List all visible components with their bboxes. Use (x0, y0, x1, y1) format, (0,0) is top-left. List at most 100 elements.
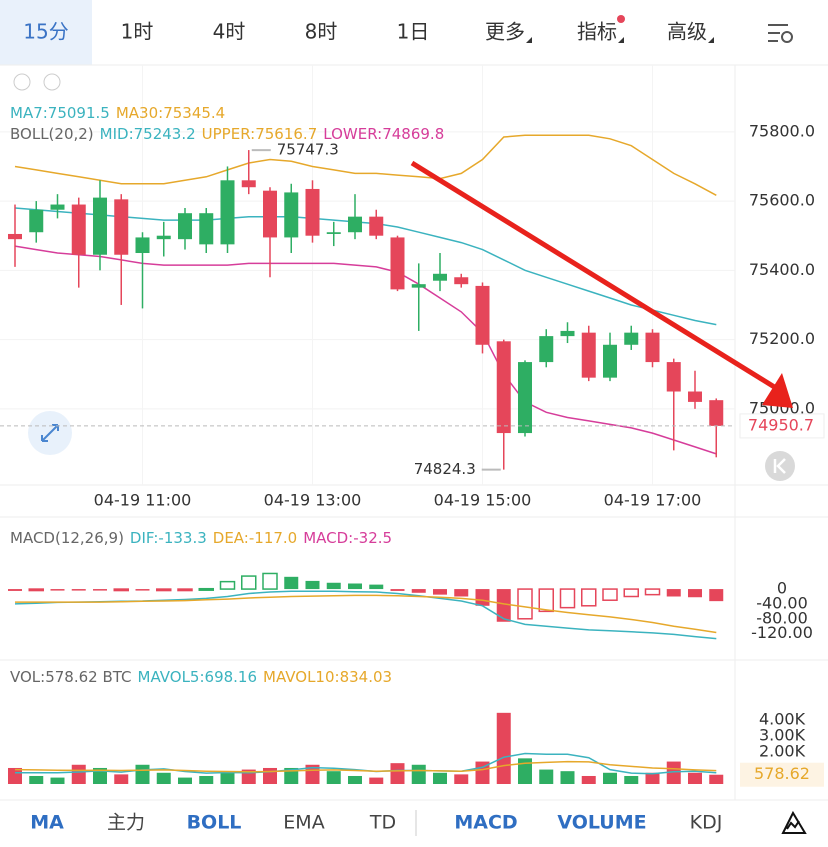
macd-bar (348, 583, 362, 590)
volume-bar (496, 712, 511, 784)
macd-bar (156, 588, 172, 592)
candle-body (645, 332, 660, 363)
volume-bar (284, 767, 299, 784)
candle-body (199, 213, 214, 245)
tab[interactable]: 4时 (213, 20, 246, 44)
indicator-line (14, 134, 717, 196)
candle-body (135, 237, 150, 254)
legend-item: MID:75243.2 (100, 125, 196, 143)
volume-bar (369, 777, 384, 784)
indicator-line (15, 594, 717, 634)
macd-bar (113, 588, 129, 592)
indicator-tab[interactable]: VOLUME (557, 812, 646, 834)
volume-bar (581, 775, 596, 784)
candle-body (454, 277, 469, 285)
high-label: 75747.3 (277, 141, 339, 159)
dropdown-caret (618, 37, 624, 43)
candle-body (518, 362, 532, 434)
macd-bar (709, 589, 724, 602)
volume-bar (220, 771, 235, 784)
tab[interactable]: 更多 (485, 20, 525, 44)
volume-bar (178, 777, 192, 784)
tab[interactable]: 指标 (577, 20, 617, 44)
low-label: 74824.3 (414, 460, 476, 478)
collapse-icon[interactable] (13, 73, 31, 91)
candle-body (603, 344, 617, 378)
legend: BOLL(20,2) MID:75243.2 UPPER:75616.7 LOWER:… (10, 125, 444, 143)
jump-latest-button[interactable] (765, 451, 795, 481)
volume-bar (411, 764, 426, 784)
settings-icon[interactable] (768, 24, 793, 43)
expand-icon (41, 424, 59, 442)
candle-body (114, 199, 129, 255)
draw-tool-icon[interactable] (781, 810, 807, 834)
macd-bar (241, 575, 257, 590)
candle-body (220, 180, 235, 245)
volume-bar (709, 774, 724, 784)
tab[interactable]: 1时 (121, 20, 154, 44)
volume-bar (475, 761, 490, 784)
macd-bar (50, 589, 65, 591)
indicator-tab[interactable]: BOLL (187, 812, 242, 834)
tab[interactable]: 1日 (397, 20, 430, 44)
legend-item: LOWER:74869.8 (323, 125, 444, 143)
legend: MACD(12,26,9) DIF:-133.3 DEA:-117.0 MACD:-3… (10, 529, 392, 547)
volume-bar (199, 775, 214, 784)
volume-bar (390, 763, 405, 784)
macd-bar (644, 588, 661, 596)
tab[interactable]: 高级 (667, 20, 707, 44)
candle-body (156, 235, 171, 240)
macd-bar (666, 589, 681, 597)
legend-item: MAVOL10:834.03 (263, 668, 392, 686)
macd-bar (177, 588, 193, 592)
volume-bar (603, 772, 617, 784)
macd-bar (284, 576, 299, 590)
macd-bar (623, 588, 639, 598)
macd-bar (559, 588, 576, 609)
volume-bar (539, 769, 554, 784)
dropdown-caret (708, 37, 714, 43)
indicator-tab[interactable]: MACD (454, 812, 517, 834)
candle-body (496, 341, 511, 434)
legend-item: MACD(12,26,9) (10, 529, 124, 547)
candle-body (326, 232, 341, 234)
notification-dot (617, 15, 625, 23)
indicator-line (14, 245, 717, 455)
y-tick-label: 2.00K (759, 741, 806, 760)
indicator-tab[interactable]: MA (30, 812, 64, 834)
settings-icon[interactable] (43, 73, 61, 91)
candle-body (71, 204, 86, 255)
x-tick-label: 04-19 11:00 (94, 491, 192, 510)
indicator-tab[interactable]: TD (369, 812, 396, 834)
dropdown-caret (526, 37, 532, 43)
volume-bar (666, 761, 681, 784)
legend-item: DEA:-117.0 (213, 529, 297, 547)
macd-bar (93, 589, 107, 591)
indicator-tab[interactable]: KDJ (690, 812, 723, 834)
candle-body (624, 332, 639, 345)
y-tick-label: -40.00 (756, 593, 808, 612)
macd-bar (305, 580, 320, 590)
macd-bar (688, 589, 702, 598)
candle-body (8, 233, 22, 240)
candle-body (178, 213, 192, 240)
tab[interactable]: 15分 (23, 20, 68, 44)
volume-bar (135, 764, 150, 784)
y-tick-label: 3.00K (759, 725, 806, 744)
candle-body (560, 330, 575, 337)
indicator-tab[interactable]: EMA (283, 812, 324, 834)
candle-body (29, 209, 44, 233)
tab[interactable]: 8时 (305, 20, 338, 44)
macd-bar (602, 588, 618, 601)
macd-bar (411, 589, 426, 593)
candle-body (390, 237, 405, 290)
last-volume-label: 578.62 (754, 764, 810, 783)
legend-item: BOLL(20,2) (10, 125, 94, 143)
indicator-tab[interactable]: 主力 (107, 812, 145, 834)
legend-item: MA30:75345.4 (116, 104, 225, 122)
volume-bar (50, 777, 65, 784)
macd-bar (475, 589, 490, 606)
x-tick-label: 04-19 17:00 (604, 491, 702, 510)
volume-bar (645, 772, 660, 784)
macd-bar (390, 589, 405, 591)
